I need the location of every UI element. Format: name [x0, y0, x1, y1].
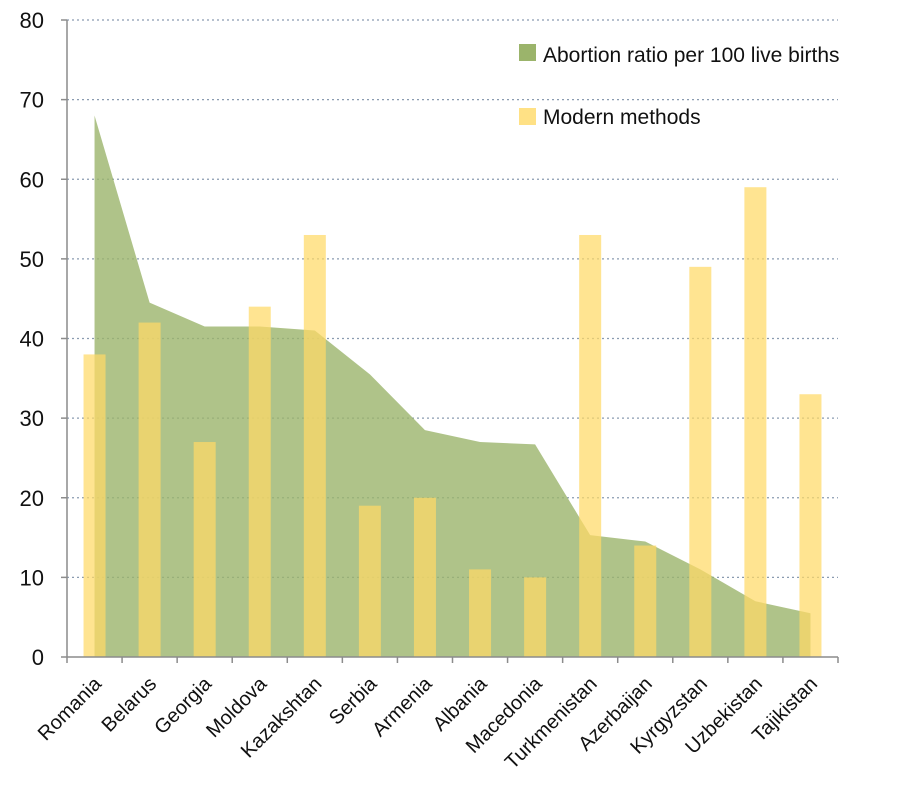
y-tick-label-10: 10: [20, 565, 44, 590]
y-tick-label-60: 60: [20, 167, 44, 192]
x-tick-label-romania: Romania: [34, 672, 107, 745]
legend-label-modern-methods: Modern methods: [543, 106, 701, 129]
bar-modern-methods-kazakshtan: [303, 234, 326, 658]
bar-modern-methods-kyrgyzstan: [689, 266, 712, 657]
y-tick-label-70: 70: [20, 88, 44, 113]
y-tick-labels: 0 10 20 30 40 50 60 70 80: [20, 8, 44, 670]
x-tick-labels: RomaniaBelarusGeorgiaMoldovaKazakshtanSe…: [34, 672, 822, 773]
y-tick-label-40: 40: [20, 327, 44, 352]
legend-label-abortion-ratio: Abortion ratio per 100 live births: [543, 44, 840, 67]
bar-modern-methods-tajikistan: [799, 394, 822, 657]
y-tick-label-80: 80: [20, 8, 44, 33]
legend-swatch-modern-methods: [519, 108, 536, 125]
bar-modern-methods-armenia: [413, 497, 436, 657]
legend-swatch-abortion-ratio: [519, 44, 536, 61]
bar-modern-methods-uzbekistan: [744, 187, 767, 657]
bar-modern-methods-georgia: [193, 442, 216, 657]
bar-modern-methods-macedonia: [524, 577, 547, 657]
y-tick-label-30: 30: [20, 406, 44, 431]
x-tick-label-belarus: Belarus: [98, 673, 162, 737]
bar-modern-methods-azerbaijan: [634, 545, 657, 657]
x-tick-label-armenia: Armenia: [368, 672, 437, 741]
axes: [61, 19, 839, 663]
bars-modern-methods: [83, 187, 822, 658]
y-tick-label-0: 0: [32, 645, 44, 670]
bar-modern-methods-moldova: [248, 306, 271, 657]
bar-modern-methods-serbia: [358, 505, 381, 657]
bar-modern-methods-belarus: [138, 322, 161, 657]
bar-modern-methods-romania: [83, 354, 106, 657]
bar-modern-methods-turkmenistan: [579, 234, 602, 658]
area-abortion-ratio: [94, 115, 811, 658]
bar-modern-methods-albania: [469, 569, 492, 657]
y-tick-label-20: 20: [20, 486, 44, 511]
legend: Abortion ratio per 100 live births Moder…: [519, 44, 840, 129]
y-tick-label-50: 50: [20, 247, 44, 272]
